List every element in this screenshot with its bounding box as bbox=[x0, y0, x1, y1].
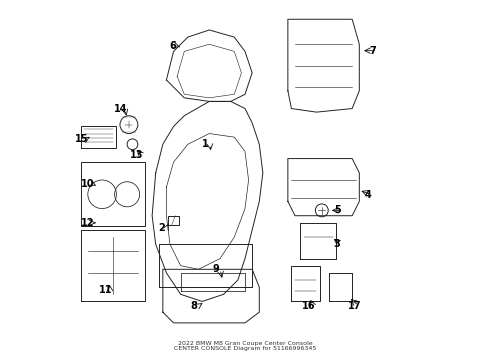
Text: 12: 12 bbox=[81, 218, 95, 228]
Text: 1: 1 bbox=[202, 139, 209, 149]
Text: 4: 4 bbox=[365, 190, 371, 200]
Text: 7: 7 bbox=[369, 46, 376, 56]
Text: 6: 6 bbox=[170, 41, 176, 51]
Text: 2: 2 bbox=[159, 223, 166, 233]
Text: 14: 14 bbox=[114, 104, 127, 114]
Text: 17: 17 bbox=[347, 301, 361, 311]
Text: 9: 9 bbox=[212, 264, 219, 274]
Text: 16: 16 bbox=[302, 301, 316, 311]
Text: 2022 BMW M8 Gran Coupe Center Console
CENTER CONSOLE Diagram for 51166996345: 2022 BMW M8 Gran Coupe Center Console CE… bbox=[174, 341, 316, 351]
Text: 8: 8 bbox=[191, 301, 197, 311]
Text: 15: 15 bbox=[75, 134, 89, 144]
Text: 5: 5 bbox=[335, 205, 341, 215]
Text: 3: 3 bbox=[333, 239, 340, 249]
Text: 10: 10 bbox=[81, 179, 95, 189]
Text: 13: 13 bbox=[130, 150, 144, 160]
Text: 11: 11 bbox=[99, 285, 112, 295]
